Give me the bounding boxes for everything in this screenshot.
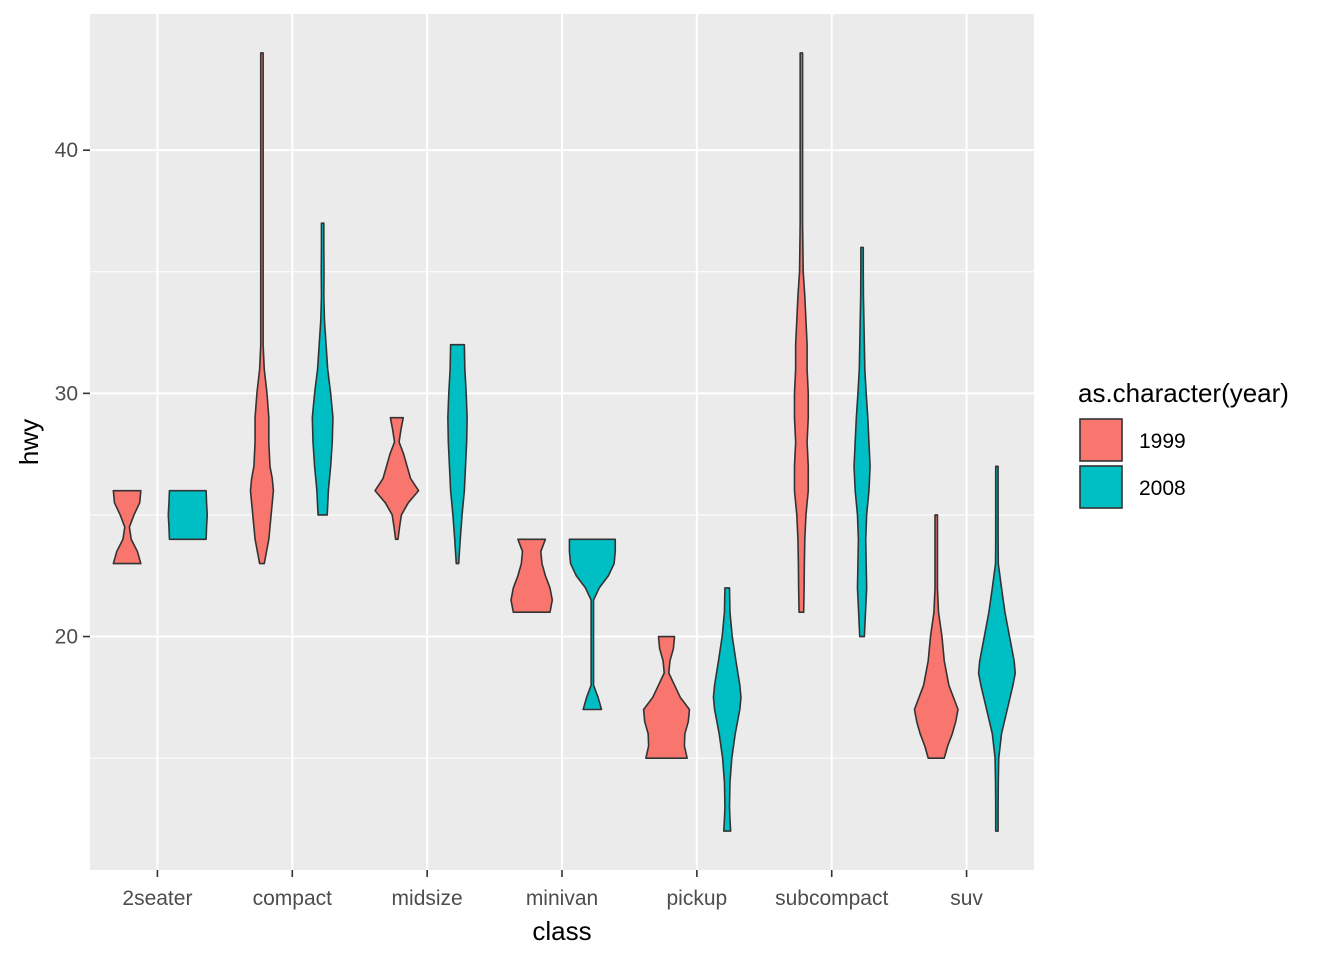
legend: as.character(year) 1999 2008 <box>1078 378 1289 509</box>
y-axis-title: hwy <box>14 419 44 465</box>
y-tick-label: 40 <box>55 139 78 162</box>
violin-minivan-2008 <box>568 538 617 711</box>
violin-midsize-1999 <box>374 416 420 541</box>
x-tick-label: pickup <box>667 887 728 910</box>
x-tick-label: subcompact <box>775 887 888 910</box>
legend-key-2008 <box>1079 465 1123 509</box>
violins <box>112 52 1017 832</box>
y-tick-label: 20 <box>55 626 78 649</box>
violin-midsize-2008 <box>447 343 468 565</box>
x-tick-label: minivan <box>526 887 598 910</box>
axes: 20 30 40 2seater compact midsize minivan pickup… <box>55 139 984 910</box>
violin-subcompact-1999 <box>793 52 810 614</box>
legend-label-1999: 1999 <box>1139 430 1186 453</box>
violin-pickup-2008 <box>712 587 742 832</box>
violin-pickup-1999 <box>642 635 691 759</box>
legend-title: as.character(year) <box>1078 378 1289 408</box>
x-axis-title: class <box>532 916 591 946</box>
legend-key-1999 <box>1079 418 1123 462</box>
x-tick-label: 2seater <box>122 887 192 910</box>
violin-2seater-2008 <box>167 489 209 541</box>
x-tick-label: compact <box>253 887 333 910</box>
violin-minivan-1999 <box>510 538 554 614</box>
legend-label-2008: 2008 <box>1139 477 1186 500</box>
violin-suv-2008 <box>977 465 1017 832</box>
violin-compact-2008 <box>311 222 334 516</box>
x-tick-label: suv <box>950 887 983 910</box>
x-tick-label: midsize <box>392 887 463 910</box>
violin-compact-1999 <box>249 52 275 565</box>
violin-subcompact-2008 <box>853 246 871 638</box>
gridlines <box>90 14 1034 870</box>
y-tick-label: 30 <box>55 382 78 405</box>
violin-suv-1999 <box>913 514 959 759</box>
violin-2seater-1999 <box>112 489 142 565</box>
